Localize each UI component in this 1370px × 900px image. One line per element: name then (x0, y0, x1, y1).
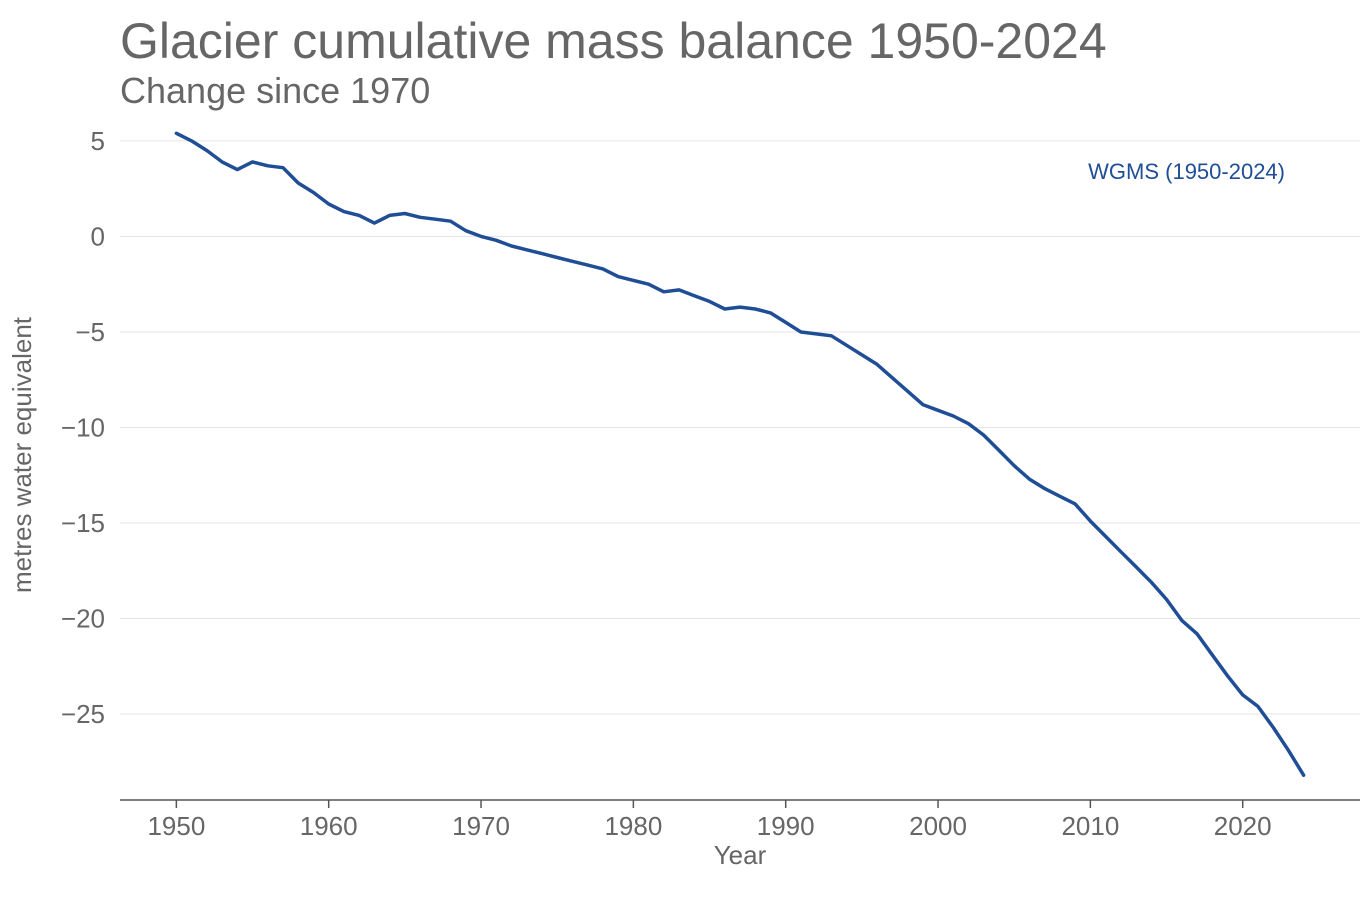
x-tick-label: 1970 (452, 811, 510, 841)
x-tick-label: 1980 (604, 811, 662, 841)
series-group (174, 131, 1306, 777)
series-line (174, 131, 1306, 777)
y-tick-label: −25 (61, 699, 105, 729)
y-tick-label: 5 (91, 126, 105, 156)
chart-title: Glacier cumulative mass balance 1950-202… (120, 13, 1107, 69)
x-tick-label: 2020 (1214, 811, 1272, 841)
x-tick-label: 1960 (300, 811, 358, 841)
legend-label: WGMS (1950-2024) (1088, 159, 1285, 184)
y-tick-label: −20 (61, 604, 105, 634)
x-axis: 1950 1960 1970 1980 1990 2000 2010 2020 (120, 799, 1360, 841)
x-tick-label: 1990 (757, 811, 815, 841)
y-tick-label: 0 (91, 221, 105, 251)
y-tick-label: −5 (75, 317, 105, 347)
x-tick-label: 1950 (147, 811, 205, 841)
y-axis-label: metres water equivalent (7, 316, 37, 593)
y-tick-label: −10 (61, 412, 105, 442)
y-axis-ticks: 5 0 −5 −10 −15 −20 −25 (61, 126, 105, 729)
chart-subtitle: Change since 1970 (120, 70, 431, 111)
y-tick-label: −15 (61, 508, 105, 538)
x-axis-label: Year (714, 840, 767, 870)
x-tick-label: 2000 (909, 811, 967, 841)
gridlines (120, 140, 1360, 715)
x-tick-label: 2010 (1061, 811, 1119, 841)
